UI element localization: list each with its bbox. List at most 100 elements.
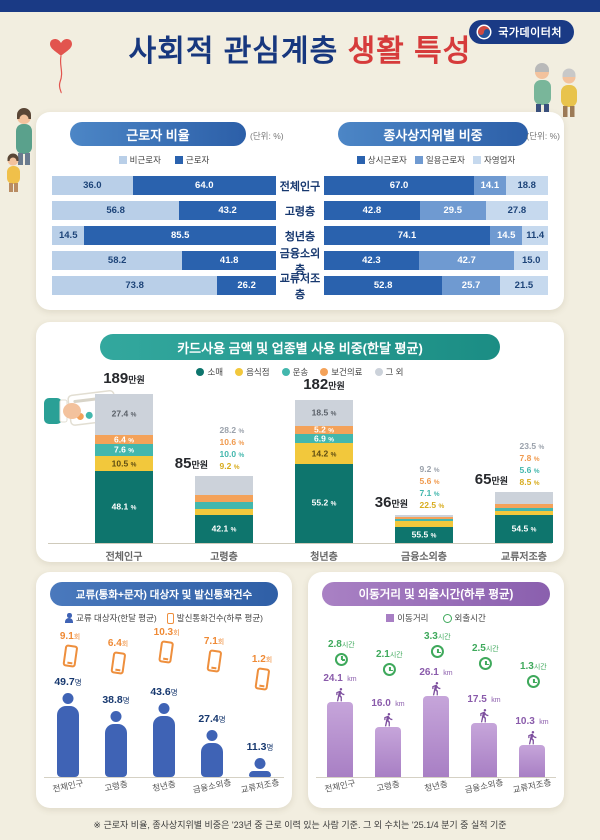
calls-value-label: 1.2회: [251, 653, 273, 665]
segment-value-label: 55.2 %: [311, 497, 337, 508]
card-usage-column: 48.1 % 10.5 % 7.6 % 6.4 % 27.4 % 189만원 전체인구: [64, 370, 184, 563]
segment-value-label: 6.4 %: [114, 433, 134, 444]
bar-segment: [395, 517, 453, 519]
legend-label: 일용근로자: [425, 155, 465, 165]
segment-value-label: 10.6 %: [219, 437, 245, 447]
bar-segment: 55.2 %: [295, 463, 353, 543]
mobility-column: 17.5 km 2.5시간: [460, 628, 508, 777]
legend-item: 근로자: [174, 154, 209, 166]
person-value-label: 43.6명: [150, 685, 178, 698]
panel-card-usage: 카드사용 금액 및 업종별 사용 비중(한달 평균) 소매 음식점 운송 보건의료 그 …: [36, 322, 564, 563]
bar-segment: 36.0: [52, 176, 133, 195]
calls-value-label: 6.4회: [107, 638, 129, 650]
walking-icon: [429, 681, 444, 696]
segment-value-label: 5.6 %: [419, 475, 440, 486]
distance-bar: [327, 702, 353, 777]
person-body: [249, 770, 271, 777]
duration-group: 3.3시간: [424, 626, 451, 658]
distance-bar: [423, 696, 449, 777]
clock-icon: [478, 657, 492, 670]
distance-bar: [471, 722, 497, 777]
worker-ratio-bar: 36.0 64.0: [52, 176, 276, 195]
top-accent-bar: [0, 0, 600, 12]
bar-segment: 52.8: [324, 276, 443, 295]
contacts-calls-legend: 교류 대상자(한달 평균) 발신통화건수(하루 평균): [36, 612, 292, 624]
segment-value-label: 42.1 %: [211, 523, 237, 534]
person-body: [153, 715, 175, 777]
category-label: 교류저조층: [279, 272, 321, 301]
gov-emblem-icon: [476, 24, 492, 40]
card-usage-title: 카드사용 금액 및 업종별 사용 비중(한달 평균): [100, 334, 500, 360]
person-body: [105, 724, 127, 777]
bar-segment: 42.7: [418, 251, 515, 270]
bar-segment: 18.5 %: [295, 399, 353, 427]
card-usage-legend: 소매 음식점 운송 보건의료 그 외: [36, 366, 564, 378]
card-usage-column: 42.1 % 28.2 % 10.6 % 10.0 % 9.2 % 85만원 고령층: [164, 384, 284, 563]
segment-value-label: 10.0 %: [219, 449, 245, 459]
legend-label: 보건의료: [331, 367, 363, 377]
legend-item: 일용근로자: [414, 154, 465, 166]
worker-ratio-bar: 56.8 43.2: [52, 201, 276, 220]
person-head: [158, 702, 170, 714]
bar-segment: [195, 476, 253, 495]
phone-icon: [254, 666, 270, 691]
category-label: 고령층: [375, 778, 401, 794]
bar-segment: 64.0: [132, 176, 276, 195]
bar-segment: 7.6 %: [95, 444, 153, 456]
legend-item: 외출시간: [442, 612, 486, 624]
amount-label: 36만원: [374, 493, 408, 511]
calls-value-label: 7.1회: [203, 636, 225, 648]
bar-segment: 25.7: [442, 276, 500, 295]
bar-segment: 21.5: [499, 276, 548, 295]
person-head: [110, 711, 122, 723]
bar-segment: 74.1: [324, 226, 490, 245]
amount-label: 189만원: [103, 370, 145, 387]
page-title-red: 생활 특성: [347, 35, 472, 68]
legend-item: 비근로자: [118, 154, 161, 166]
agency-logo: 국가데이터처: [469, 20, 574, 44]
contacts-column: 49.7명 9.1회: [44, 628, 92, 777]
segment-label-stack: 9.2 % 5.6 % 7.1 % 22.5 %: [420, 464, 445, 512]
category-label: 전체인구: [323, 777, 357, 795]
duration-value-label: 2.8시간: [327, 638, 355, 650]
distance-value-label: 24.1 km: [323, 673, 357, 685]
clock-icon: [382, 663, 396, 676]
panel-mobility: 이동거리 및 외출시간(하루 평균) 이동거리 외출시간 24.1 km 2.8시간…: [308, 572, 564, 808]
clock-icon: [430, 645, 444, 658]
panel-worker-ratio: 근로자 비율 (단위: %) 종사상지위별 비중 (단위: %) 비근로자 근로자…: [36, 112, 564, 310]
person-icon: [65, 613, 73, 623]
mobility-legend: 이동거리 외출시간: [308, 612, 564, 624]
bar-segment: 73.8: [52, 276, 218, 295]
employment-status-bar: 42.3 42.7 15.0: [324, 251, 548, 270]
person-value-label: 27.4명: [198, 713, 226, 726]
duration-value-label: 2.5시간: [471, 643, 499, 654]
contacts-calls-title: 교류(통화+문자) 대상자 및 발신통화건수: [50, 582, 278, 606]
bar-segment: 14.5: [52, 226, 85, 245]
legend-item: 자영업자: [472, 154, 516, 166]
bar-segment: 42.1 %: [195, 514, 253, 543]
legend-label: 자영업자: [483, 155, 516, 165]
legend-label: 이동거리: [397, 613, 429, 623]
calls-value-label: 10.3회: [153, 627, 180, 639]
person-head: [254, 757, 266, 769]
legend-swatch: [174, 156, 183, 164]
bar-segment: 48.1 %: [95, 471, 153, 543]
page-title-blue: 사회적 관심계층: [128, 35, 339, 68]
card-usage-column: 54.5 % 23.5 % 7.8 % 5.6 % 8.5 % 65만원 교류저조층: [464, 384, 584, 563]
segment-value-label: 22.5 %: [419, 499, 445, 510]
distance-value-label: 16.0 km: [371, 698, 405, 710]
bar-segment: 42.8: [324, 201, 420, 220]
segment-value-label: 54.5 %: [511, 523, 537, 534]
distance-bar: [519, 745, 545, 777]
mobility-chart: 24.1 km 2.8시간 16.0 km 2.1시간 26.1 km 3.3시간 17.5…: [316, 628, 556, 778]
mobility-title: 이동거리 및 외출시간(하루 평균): [322, 582, 550, 606]
illustration-family: [3, 106, 39, 203]
chart-row: 56.8 43.2 고령층 42.8 29.5 27.8: [52, 201, 548, 220]
bar-segment: 5.2 %: [295, 425, 353, 434]
calls-group: 6.4회: [107, 633, 129, 676]
segment-value-label: 55.5 %: [411, 529, 437, 540]
legend-swatch: [356, 156, 365, 164]
mobility-column: 10.3 km 1.3시간: [508, 628, 556, 777]
legend-swatch: [235, 368, 244, 376]
bar-segment: 42.3: [324, 251, 419, 270]
